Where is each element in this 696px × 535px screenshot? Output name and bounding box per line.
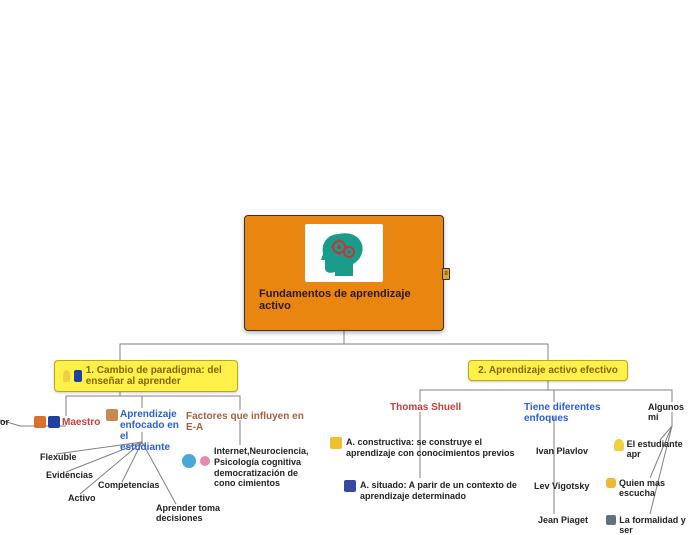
thomas-label: Thomas Shuell [390,402,461,413]
bulb-icon [63,370,70,382]
aprend-enfoc-node[interactable]: Aprendizaje enfocado en el estudiante [106,409,180,453]
tv-icon [606,515,616,525]
maestro-label: Maestro [62,417,100,428]
aprender-toma[interactable]: Aprender toma decisiones [156,504,236,524]
maestro-node[interactable]: Maestro [34,416,100,428]
pink-icon [200,456,210,466]
globe-icon [182,454,196,468]
situado-node[interactable]: A. situado: A parir de un contexto de ap… [344,480,524,502]
constructiva-node[interactable]: A. constructiva: se construye el aprendi… [330,437,520,459]
tiene-node[interactable]: Tiene diferentes enfoques [524,402,604,424]
root-menu-handle[interactable]: ≡ [442,268,450,280]
root-image [305,224,383,282]
evidencias[interactable]: Evidencias [46,470,93,480]
book-icon [344,480,356,492]
formalidad[interactable]: La formalidad y ser [606,515,696,535]
factores-node[interactable]: Factores que influyen en E-A [186,411,316,433]
mindmap-canvas: Fundamentos de aprendizaje activo ≡ 1. C… [0,0,696,520]
camera-icon [74,370,81,382]
root-node[interactable]: Fundamentos de aprendizaje activo [244,215,444,331]
tiene-label: Tiene diferentes enfoques [524,402,601,424]
factores-label: Factores que influyen en E-A [186,411,304,433]
flexuble[interactable]: Flexuble [40,452,77,462]
root-title: Fundamentos de aprendizaje activo [253,288,435,312]
speech-icon [606,478,616,488]
situado-label: A. situado: A parir de un contexto de ap… [360,480,524,502]
branch-2-label: 2. Aprendizaje activo efectivo [478,365,618,376]
thomas-node[interactable]: Thomas Shuell [390,402,461,413]
person2-icon [48,416,60,428]
branch-2[interactable]: 2. Aprendizaje activo efectivo [468,360,628,381]
plavlov[interactable]: Ivan Plavlov [536,446,588,456]
algunos-label: Algunos mi [648,402,684,422]
bulb2-icon [614,439,624,451]
aprend-enfoc-label: Aprendizaje enfocado en el estudiante [120,409,180,453]
est-apr[interactable]: El estudiante apr [614,439,696,459]
competencias[interactable]: Competencias [98,480,160,490]
quien-mas[interactable]: Quien mas escucha [606,478,696,498]
branch-1[interactable]: 1. Cambio de paradigma: del enseñar al a… [54,360,238,392]
student-icon [106,409,118,421]
activo[interactable]: Activo [68,493,96,503]
person-icon [34,416,46,428]
branch-1-label: 1. Cambio de paradigma: del enseñar al a… [86,365,229,387]
internet-node[interactable]: Internet,Neurociencia, Psicología cognit… [182,446,312,489]
puzzle-icon [330,437,342,449]
piaget[interactable]: Jean Piaget [538,515,588,525]
constructiva-label: A. constructiva: se construye el aprendi… [346,437,520,459]
cutoff-left: or [0,417,9,427]
internet-label: Internet,Neurociencia, Psicología cognit… [214,446,312,489]
algunos-node[interactable]: Algunos mi [648,402,696,422]
vigotsky[interactable]: Lev Vigotsky [534,481,589,491]
